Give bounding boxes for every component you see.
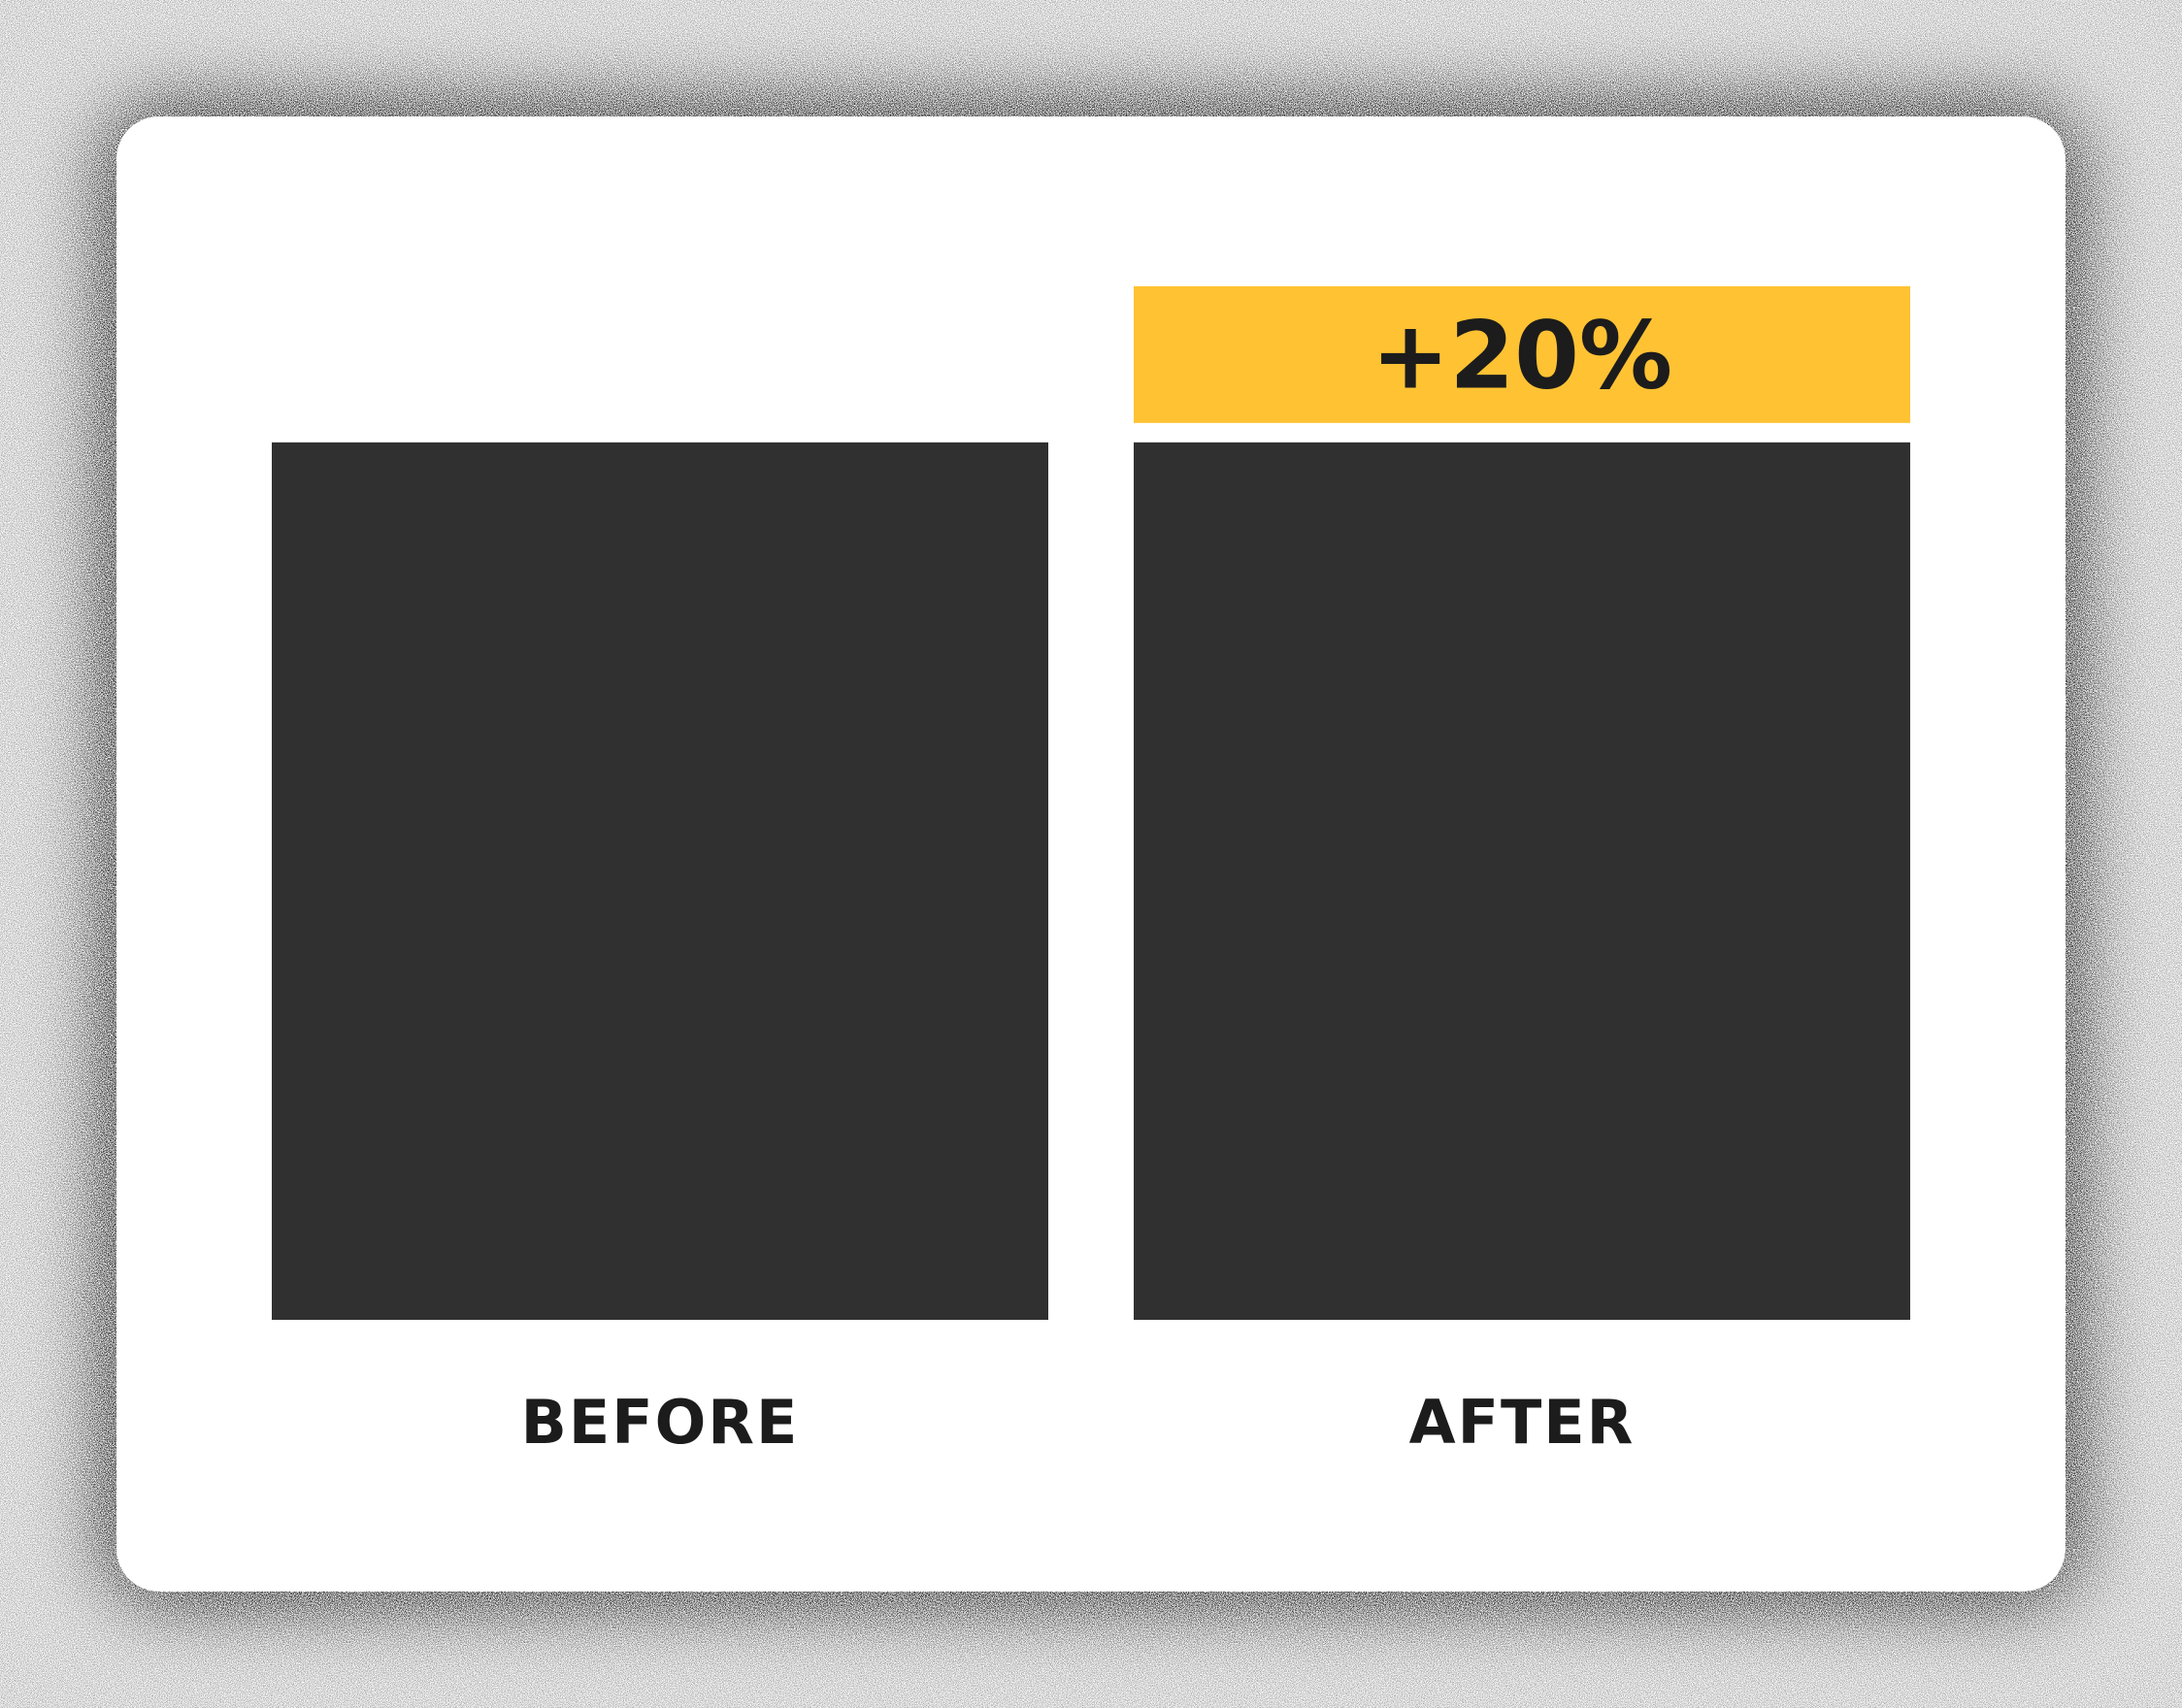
bar-after-increase-segment bbox=[1134, 286, 1910, 423]
category-label-after: AFTER bbox=[1409, 1387, 1636, 1458]
bar-after bbox=[1134, 442, 1910, 1320]
bar-before bbox=[272, 442, 1048, 1320]
category-label-before: BEFORE bbox=[521, 1387, 800, 1458]
increase-data-label: +20% bbox=[1372, 301, 1672, 410]
